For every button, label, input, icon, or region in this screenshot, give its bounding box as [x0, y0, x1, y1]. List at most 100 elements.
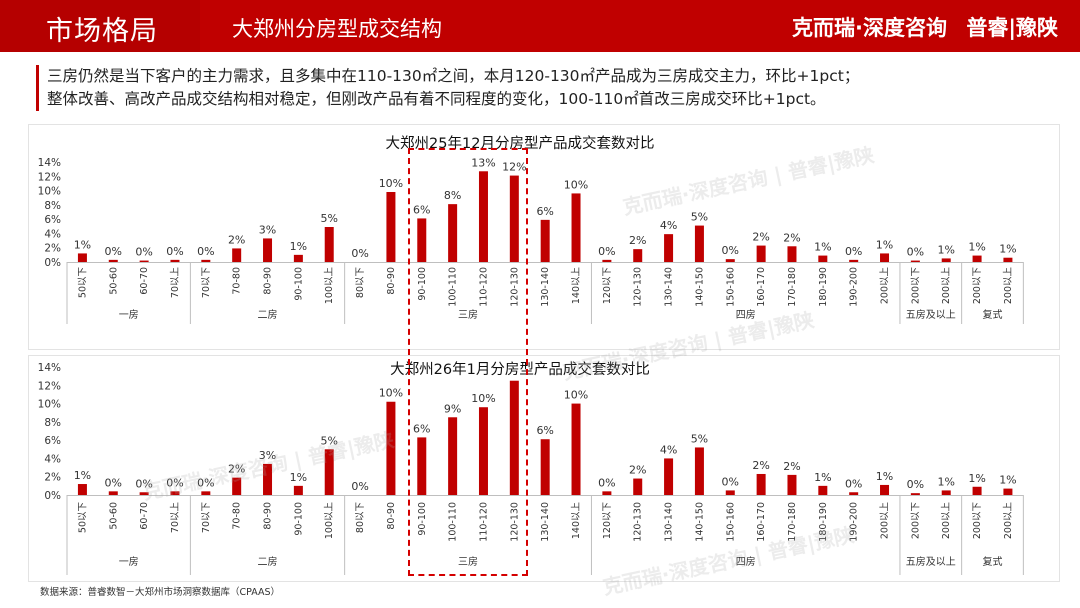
category-label: 50-60 [108, 267, 119, 295]
bar [880, 484, 890, 495]
data-label: 10% [564, 178, 588, 191]
category-label: 200以下 [972, 502, 983, 539]
bar [571, 403, 581, 495]
bar [849, 492, 859, 495]
data-label: 2% [783, 231, 800, 244]
y-tick-label: 4% [44, 453, 61, 465]
data-label: 0% [197, 245, 214, 258]
category-label: 50-60 [108, 502, 119, 530]
category-label: 120-130 [633, 502, 644, 542]
chart-panel-dec [28, 124, 1060, 350]
y-tick-label: 12% [38, 380, 61, 392]
bar [602, 491, 612, 495]
category-label: 200以上 [941, 502, 952, 540]
data-label: 4% [660, 443, 677, 456]
y-tick-label: 2% [44, 472, 61, 484]
category-label: 200以上 [1003, 502, 1014, 540]
y-tick-label: 6% [44, 435, 61, 447]
bar [540, 439, 550, 495]
summary-line-2: 整体改善、高改产品成交结构相对稳定，但刚改产品有着不同程度的变化，100-110… [47, 90, 826, 108]
category-label: 180-190 [818, 267, 829, 307]
data-label: 0% [166, 476, 183, 489]
category-label: 50以下 [77, 502, 88, 533]
category-label: 80以下 [355, 502, 366, 533]
category-label: 80-90 [263, 267, 274, 295]
category-label: 90-100 [417, 267, 428, 301]
bar [941, 490, 951, 495]
category-label: 90-100 [293, 267, 304, 301]
category-label: 50以下 [77, 267, 88, 298]
category-label: 80以下 [355, 267, 366, 298]
bar [417, 218, 427, 262]
category-label: 140以上 [571, 502, 582, 540]
y-tick-label: 2% [44, 243, 61, 255]
bar [478, 407, 488, 495]
category-label: 70以下 [201, 267, 212, 298]
bar [509, 380, 519, 495]
category-label: 160-170 [756, 502, 767, 542]
category-label: 130-140 [540, 267, 551, 307]
data-label: 6% [413, 203, 430, 216]
data-label: 5% [691, 432, 708, 445]
category-label: 80-90 [386, 267, 397, 295]
group-label: 一房 [119, 308, 139, 321]
data-label: 0% [598, 245, 615, 258]
group-label: 一房 [119, 555, 139, 568]
data-label: 0% [907, 478, 924, 491]
bar [509, 175, 519, 262]
data-label: 1% [999, 243, 1016, 256]
bar [170, 259, 180, 262]
category-label: 120以下 [602, 502, 613, 539]
data-label: 6% [536, 205, 553, 218]
category-label: 200以上 [941, 267, 952, 305]
section-title: 市场格局 [46, 16, 158, 47]
data-label: 6% [536, 424, 553, 437]
category-label: 100-110 [448, 502, 459, 542]
category-label: 110-120 [478, 502, 489, 542]
data-label: 1% [290, 240, 307, 253]
bar [725, 259, 735, 262]
data-label: 2% [629, 234, 646, 247]
data-label: 1% [876, 238, 893, 251]
bar [880, 253, 890, 262]
category-label: 200以上 [880, 267, 891, 305]
group-label: 三房 [458, 555, 478, 568]
summary-text: 三房仍然是当下客户的主力需求，且多集中在110-130㎡之间，本月120-130… [36, 65, 1047, 111]
bar [571, 193, 581, 262]
data-label: 10% [379, 177, 403, 190]
bar [170, 491, 180, 495]
section-tab [0, 0, 200, 52]
category-label: 190-200 [849, 267, 860, 307]
data-label: 3% [259, 223, 276, 236]
bar [77, 253, 87, 262]
data-label: 0% [135, 477, 152, 490]
data-label: 0% [351, 480, 368, 493]
bar [232, 477, 242, 495]
y-tick-label: 8% [44, 417, 61, 429]
data-label: 1% [876, 470, 893, 483]
category-label: 90-100 [417, 502, 428, 536]
data-label: 10% [471, 392, 495, 405]
data-label: 2% [783, 460, 800, 473]
category-label: 70以上 [170, 267, 181, 299]
chart-title: 大郑州25年12月分房型产品成交套数对比 [386, 134, 655, 152]
data-label: 1% [968, 241, 985, 254]
bar [201, 259, 211, 262]
category-label: 70以上 [170, 502, 181, 534]
group-label: 四房 [736, 555, 756, 568]
y-tick-label: 14% [38, 157, 61, 169]
y-tick-label: 10% [38, 186, 61, 198]
bar [1003, 257, 1013, 262]
bar [324, 449, 334, 495]
bar [818, 255, 828, 262]
y-tick-label: 0% [44, 257, 61, 269]
category-label: 120-130 [509, 267, 520, 307]
header-bar: 市场格局 大郑州分房型成交结构 克而瑞·深度咨询 普睿|豫陕 [0, 0, 1080, 52]
summary-line-1: 三房仍然是当下客户的主力需求，且多集中在110-130㎡之间，本月120-130… [47, 67, 860, 85]
bar [263, 463, 273, 495]
bar [201, 491, 211, 495]
group-label: 复式 [983, 555, 1003, 568]
data-label: 1% [937, 243, 954, 256]
bar [1003, 488, 1013, 495]
category-label: 70以下 [201, 502, 212, 533]
